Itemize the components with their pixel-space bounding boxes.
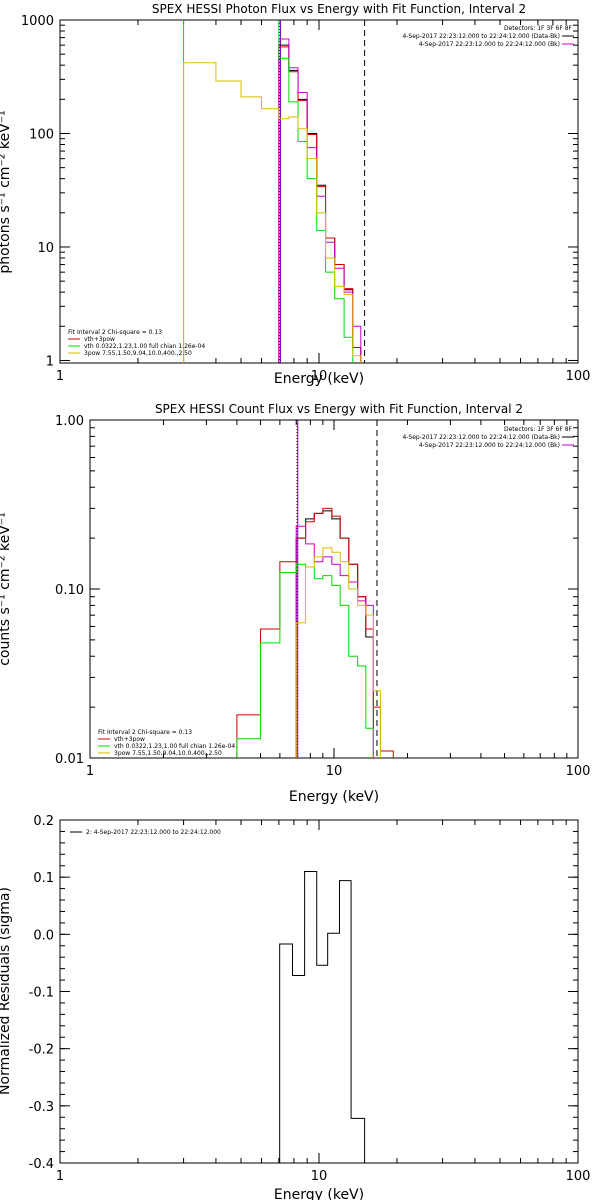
resid-plot-area bbox=[279, 870, 366, 1163]
count-legend-header: Fit Interval 2 Chi-square = 0.13 bbox=[98, 729, 192, 736]
resid-y-tick-label: 0.1 bbox=[33, 871, 54, 886]
photon-info-box: Detectors: 1F 3F 6F 8F 4-Sep-2017 22:23:… bbox=[402, 25, 574, 48]
count-plot-frame bbox=[89, 419, 579, 759]
photon-x-tick-label: 10 bbox=[311, 369, 328, 384]
photon-series-1 bbox=[278, 46, 362, 363]
photon-y-tick-label: 1000 bbox=[21, 14, 54, 29]
resid-y-axis-label: Normalized Residuals (sigma) bbox=[0, 887, 13, 1095]
count-detectors-text: Detectors: 1F 3F 6F 8F bbox=[504, 426, 573, 433]
photon-panel-title: SPEX HESSI Photon Flux vs Energy with Fi… bbox=[152, 2, 526, 16]
photon-legend-header: Fit Interval 2 Chi-square = 0.13 bbox=[68, 329, 162, 336]
photon-x-tick-label: 1 bbox=[56, 369, 64, 384]
count-x-tick-label: 1 bbox=[86, 764, 94, 779]
photon-series-4 bbox=[183, 62, 362, 363]
resid-x-tick-label: 10 bbox=[311, 1169, 328, 1184]
photon-x-axis-label: Energy (keV) bbox=[274, 371, 364, 387]
photon-flux-panel: SPEX HESSI Photon Flux vs Energy with Fi… bbox=[0, 2, 591, 387]
photon-x-tick-label: 100 bbox=[566, 369, 591, 384]
photon-y-tick-label: 1 bbox=[46, 354, 54, 369]
count-y-tick-label: 1.00 bbox=[55, 414, 84, 429]
count-data-interval-text: 4-Sep-2017 22:23:12.000 to 22:24:12.000 … bbox=[402, 434, 560, 441]
count-x-tick-label: 100 bbox=[566, 764, 591, 779]
photon-series-2 bbox=[278, 38, 362, 363]
count-plot-area bbox=[236, 420, 394, 758]
count-y-tick-label: 0.01 bbox=[55, 752, 84, 767]
count-bk-interval-text: 4-Sep-2017 22:23:12.000 to 22:24:12.000 … bbox=[419, 442, 560, 449]
photon-y-tick-label: 100 bbox=[29, 127, 54, 142]
photon-legend-3pow: 3pow 7.55,1.50,9.04,10.0,400.,2.50 bbox=[84, 350, 192, 357]
photon-plot-area bbox=[183, 20, 366, 363]
photon-y-axis-label: photons s⁻¹ cm⁻² keV⁻¹ bbox=[0, 110, 13, 273]
resid-x-axis-label: Energy (keV) bbox=[274, 1187, 364, 1200]
count-y-tick-label: 0.10 bbox=[55, 583, 84, 598]
count-legend-3pow: 3pow 7.55,1.50,9.04,10.0,400.,2.50 bbox=[114, 750, 222, 757]
resid-series-0 bbox=[279, 870, 366, 1163]
count-series-3 bbox=[236, 563, 374, 758]
resid-ticks: 1 10 100 -0.4 -0.3 -0.2 -0.1 0.0 0.1 0.2 bbox=[29, 814, 591, 1184]
resid-y-tick-label: -0.4 bbox=[29, 1157, 54, 1172]
resid-legend-label: 2: 4-Sep-2017 22:23:12.000 to 22:24:12.0… bbox=[86, 829, 221, 836]
count-legend-vth: vth 0.0322,1.23,1.00 full chian 1.26e-04 bbox=[114, 743, 235, 750]
count-series-2 bbox=[295, 525, 374, 758]
count-series-4 bbox=[295, 547, 381, 758]
resid-y-tick-label: -0.1 bbox=[29, 986, 54, 1001]
resid-y-tick-label: 0.0 bbox=[33, 928, 54, 943]
resid-y-tick-label: 0.2 bbox=[33, 814, 54, 829]
photon-legend-vth: vth 0.0322,1.23,1.00 full chian 1.26e-04 bbox=[84, 343, 205, 350]
resid-plot-frame bbox=[59, 819, 579, 1164]
photon-y-tick-label: 10 bbox=[37, 241, 54, 256]
count-flux-panel: SPEX HESSI Count Flux vs Energy with Fit… bbox=[0, 402, 590, 805]
count-x-tick-label: 10 bbox=[326, 764, 343, 779]
photon-plot-frame bbox=[59, 19, 579, 364]
resid-x-tick-label: 1 bbox=[56, 1169, 64, 1184]
photon-legend-total: vth+3pow bbox=[84, 336, 115, 343]
count-legend-total: vth+3pow bbox=[114, 736, 145, 743]
resid-legend: 2: 4-Sep-2017 22:23:12.000 to 22:24:12.0… bbox=[70, 829, 221, 836]
count-ticks: 1 10 100 0.01 0.10 1.00 bbox=[55, 414, 590, 779]
count-info-box: Detectors: 1F 3F 6F 8F 4-Sep-2017 22:23:… bbox=[402, 426, 574, 449]
photon-detectors-text: Detectors: 1F 3F 6F 8F bbox=[504, 25, 573, 32]
photon-legend: Fit Interval 2 Chi-square = 0.13 vth+3po… bbox=[68, 329, 205, 357]
count-panel-title: SPEX HESSI Count Flux vs Energy with Fit… bbox=[155, 402, 523, 416]
count-legend: Fit Interval 2 Chi-square = 0.13 vth+3po… bbox=[98, 729, 235, 757]
resid-x-tick-label: 100 bbox=[566, 1169, 591, 1184]
count-x-axis-label: Energy (keV) bbox=[289, 789, 379, 805]
photon-bk-interval-text: 4-Sep-2017 22:23:12.000 to 22:24:12.000 … bbox=[419, 41, 560, 48]
photon-data-interval-text: 4-Sep-2017 22:23:12.000 to 22:24:12.000 … bbox=[402, 33, 560, 40]
count-y-axis-label: counts s⁻¹ cm⁻² keV⁻¹ bbox=[0, 512, 13, 666]
resid-y-tick-label: -0.3 bbox=[29, 1100, 54, 1115]
resid-y-tick-label: -0.2 bbox=[29, 1043, 54, 1058]
photon-series-3 bbox=[183, 20, 354, 363]
residuals-panel: Energy (keV) Normalized Residuals (sigma… bbox=[0, 814, 590, 1200]
